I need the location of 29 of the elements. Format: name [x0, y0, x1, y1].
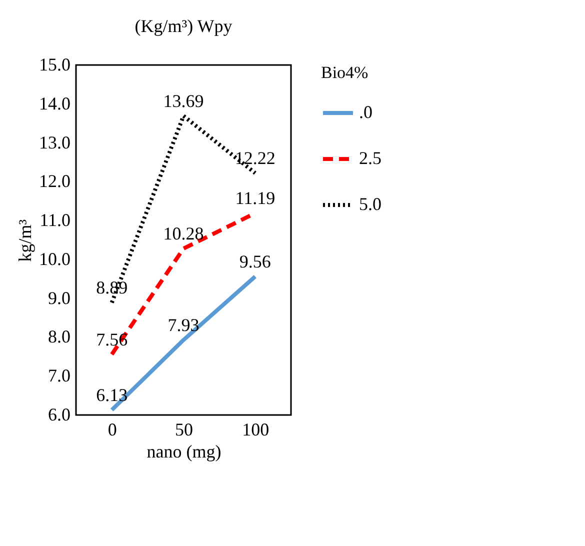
y-tick-label: 9.0 [48, 288, 70, 308]
x-tick-label: 50 [175, 420, 193, 440]
chart-title: (Kg/m³) Wpy [134, 16, 232, 36]
legend-label: 5.0 [359, 194, 382, 214]
y-tick-label: 8.0 [48, 326, 70, 347]
y-tick-label: 12.0 [39, 171, 70, 192]
data-label: 6.13 [96, 384, 128, 405]
y-tick-label: 6.0 [48, 404, 70, 424]
data-label: 10.28 [163, 224, 204, 244]
data-label: 9.56 [239, 252, 271, 272]
data-label: 12.22 [234, 148, 276, 168]
legend-label: 2.5 [359, 148, 382, 168]
data-label: 8.89 [96, 278, 128, 298]
y-axis-title: kg/m³ [15, 218, 35, 262]
x-axis-title: nano (mg) [146, 442, 222, 462]
x-tick-label: 0 [108, 420, 117, 440]
data-label: 11.19 [235, 188, 276, 208]
y-tick-label: 14.0 [39, 93, 70, 114]
legend-label: .0 [359, 102, 372, 122]
y-tick-label: 7.0 [48, 366, 70, 386]
y-tick-label: 13.0 [39, 132, 70, 152]
data-label: 7.93 [168, 314, 200, 335]
legend-title: Bio4% [321, 63, 368, 82]
data-label: 7.56 [96, 329, 128, 350]
data-label: 13.69 [163, 90, 204, 111]
y-tick-label: 10.0 [39, 248, 70, 269]
y-tick-label: 15.0 [39, 54, 70, 74]
x-tick-label: 100 [242, 420, 270, 440]
y-tick-label: 11.0 [40, 210, 70, 230]
